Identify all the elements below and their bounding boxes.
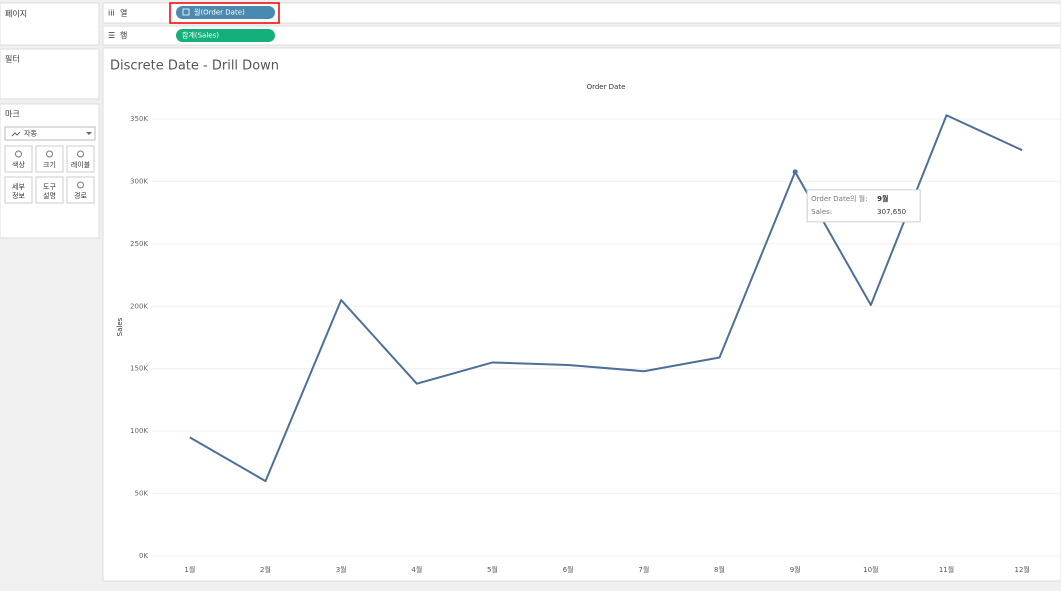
x-tick-label: 6월 [563,565,574,574]
line-icon [11,131,21,137]
x-tick-label: 1월 [184,565,195,574]
y-tick-label: 300K [130,177,148,185]
y-axis-title: Sales [116,317,124,336]
y-tick-label: 350K [130,115,148,123]
filters-title: 필터 [5,54,20,64]
filters-panel [0,48,100,100]
x-axis-title: Order Date [587,83,626,91]
rows-pill[interactable] [176,29,275,42]
columns-shelf [102,2,1061,24]
mark-button[interactable] [4,145,33,173]
dropdown-arrow [86,132,92,135]
sales-line [189,114,1023,483]
rows-shelf [102,25,1061,46]
pill-icon [182,8,190,16]
columns-pill[interactable] [176,6,275,19]
view [102,47,1061,582]
x-tick-label: 11월 [939,565,954,574]
rows-label: 행 [120,30,127,40]
y-tick-label: 100K [130,427,148,435]
x-tick-label: 4월 [411,565,422,574]
mark-type-dropdown[interactable] [4,126,96,141]
tooltip-category: 9월 [877,194,888,203]
mark-button-label[interactable]: 레이블 [71,160,91,169]
tooltip-key: Order Date의 월: [811,194,867,203]
y-tick-label: 0K [139,552,148,560]
x-tick-label: 9월 [790,565,801,574]
x-tick-label: 12월 [1014,565,1029,574]
mark-button[interactable] [35,176,64,204]
tooltip [806,189,921,223]
mark-button-label[interactable]: 크기 [43,160,56,169]
mark-button-icon [46,150,53,158]
x-tick-label: 5월 [487,565,498,574]
x-tick-label: 10월 [863,565,878,574]
mark-button[interactable] [66,145,95,173]
x-tick-label: 8월 [714,565,725,574]
hover-point[interactable] [792,169,798,175]
x-tick-label: 2월 [260,565,271,574]
marks-title: 마크 [5,110,20,119]
highlight-box [169,2,280,24]
pages-title: 페이지 [5,9,27,19]
rows-icon: ☰ [108,31,115,40]
mark-button-label[interactable]: 세부 정보 [12,182,25,200]
mark-type[interactable]: 자동 [24,129,37,138]
chart-title: Discrete Date - Drill Down [110,59,279,74]
mark-button-label[interactable]: 색상 [12,160,25,169]
pages-panel [0,2,100,46]
mark-button[interactable] [4,176,33,204]
y-tick-label: 150K [130,365,148,373]
y-tick-label: 50K [135,490,149,498]
mark-button-label[interactable]: 도구 설명 [43,183,56,200]
x-tick-label: 7월 [638,565,649,574]
columns-icon: iii [108,9,115,18]
tooltip-key: Sales: [811,208,832,216]
columns-pill-text[interactable]: 월(Order Date) [194,8,245,17]
mark-button-icon [77,150,84,158]
y-tick-label: 250K [130,240,148,248]
x-tick-label: 3월 [336,565,347,574]
rows-pill-text[interactable]: 합계(Sales) [182,31,219,40]
mark-button-label[interactable]: 경로 [74,191,87,200]
mark-button[interactable] [66,176,95,204]
y-tick-label: 200K [130,302,148,310]
tooltip-value: 307,650 [877,208,906,216]
mark-button[interactable] [35,145,64,173]
mark-button-icon [15,150,22,158]
columns-label: 열 [120,9,127,18]
mark-button-icon [77,181,84,189]
